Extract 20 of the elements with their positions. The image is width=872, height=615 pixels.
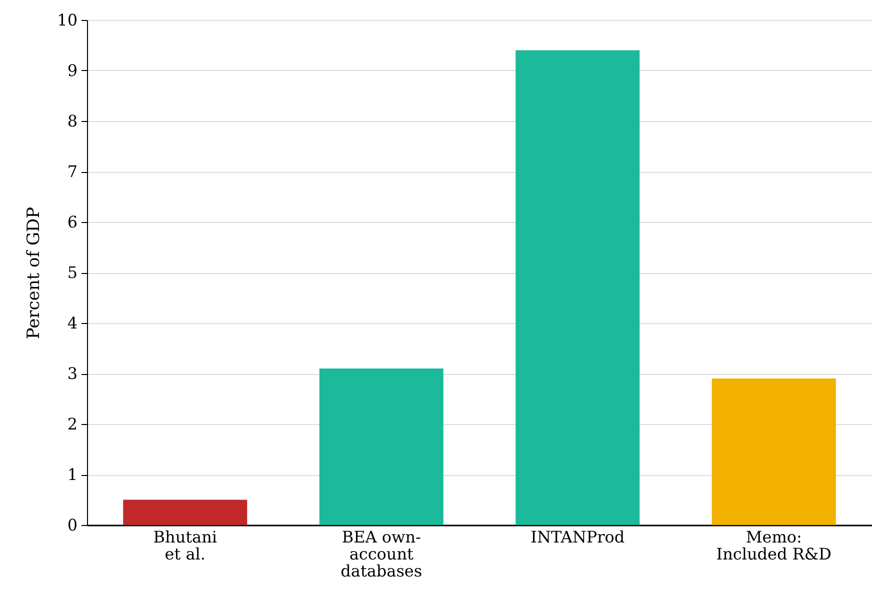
y-tick-label: 6 [67,212,78,232]
y-tick-label: 5 [67,263,78,282]
x-tick-label: BEA own- account databases [340,528,422,580]
y-tick-label: 1 [67,465,78,484]
x-tick-label: Bhutani et al. [153,528,218,564]
y-tick-label: 0 [67,516,78,534]
y-axis-title: Percent of GDP [24,206,44,340]
bar [712,378,836,525]
y-tick-label: 8 [67,112,78,130]
y-tick-label: 9 [67,61,78,80]
bar [516,50,640,525]
y-tick-label: 10 [57,10,78,30]
y-tick-label: 7 [67,162,78,181]
y-tick-label: 3 [67,364,78,383]
x-tick-label: INTANProd [530,528,625,546]
x-tick-label: Memo: Included R&D [716,528,832,564]
y-tick-label: 2 [67,414,78,434]
y-tick-label: 4 [67,314,78,332]
bar [319,368,444,525]
bar [123,500,248,525]
